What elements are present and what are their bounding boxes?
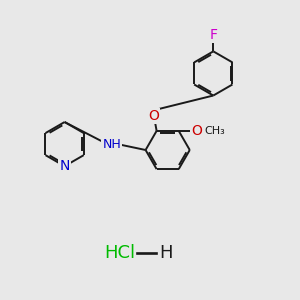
Text: F: F [209,28,217,42]
Text: NH: NH [102,138,121,151]
Text: O: O [191,124,202,138]
Text: HCl: HCl [104,244,135,262]
Text: N: N [59,159,70,173]
Text: O: O [148,109,159,123]
Text: H: H [159,244,172,262]
Text: CH₃: CH₃ [205,126,225,136]
